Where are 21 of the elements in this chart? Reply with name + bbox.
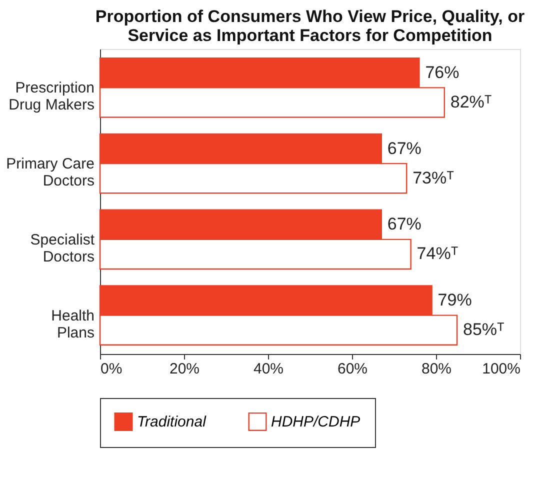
legend-label: HDHP/CDHP	[271, 414, 360, 431]
x-tick-label: 60%	[337, 360, 368, 378]
x-tick-label: 20%	[169, 360, 200, 378]
data-label: 79%	[438, 290, 472, 310]
data-label: 67%	[387, 138, 422, 158]
legend-label: Traditional	[137, 414, 207, 431]
y-tick-label: Specialist Doctors	[30, 231, 96, 266]
y-tick-label: Health Plans	[51, 307, 94, 342]
y-tick-label: Primary Care Doctors	[6, 156, 94, 190]
data-label: 82%ᵀ	[450, 92, 492, 112]
y-tick-label: Prescription Drug Makers	[8, 80, 94, 114]
data-label: 76%	[425, 62, 460, 82]
x-tick-label: 100%	[482, 360, 520, 378]
x-tick-label: 40%	[253, 360, 284, 378]
data-label: 73%ᵀ	[412, 168, 454, 188]
data-label: 74%ᵀ	[416, 244, 458, 264]
chart-title: Proportion of Consumers Who View Price, Quality, or Service as Important Factors for Competition	[95, 7, 525, 45]
x-tick-label: 80%	[421, 360, 452, 378]
x-tick-label: 0%	[100, 360, 122, 378]
data-label: 67%	[387, 214, 422, 234]
data-label: 85%ᵀ	[463, 320, 504, 340]
